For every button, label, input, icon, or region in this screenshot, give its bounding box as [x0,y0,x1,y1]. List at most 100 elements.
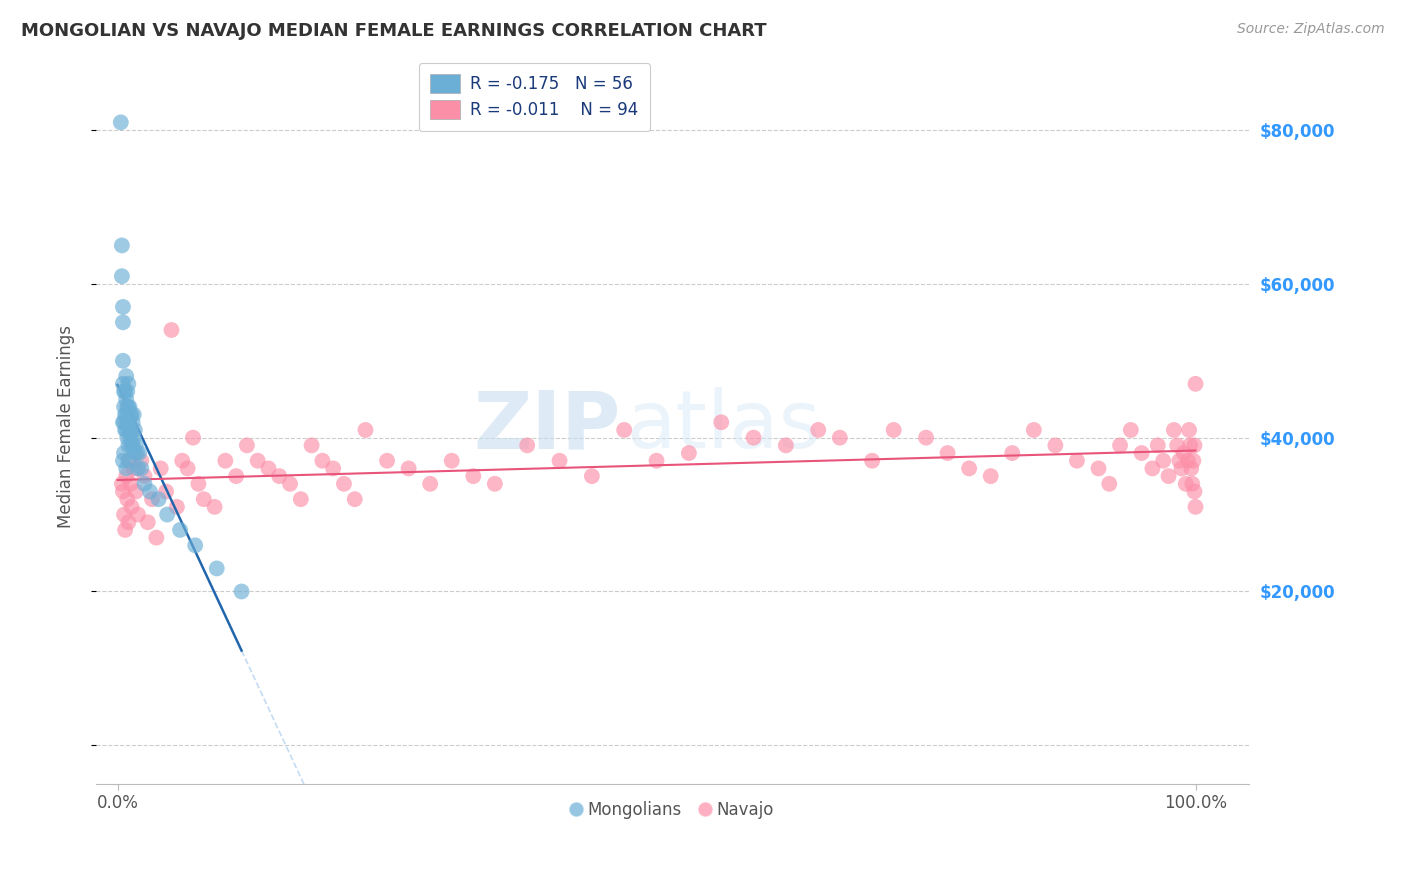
Point [127,461,149,475]
Point [169,523,191,537]
Point [118,400,141,414]
Point [111,484,134,499]
Point [1098,476,1121,491]
Point [117,438,139,452]
Point [111,315,134,329]
Point [1022,423,1045,437]
Point [205,561,228,575]
Point [236,438,259,452]
Point [172,454,194,468]
Y-axis label: Median Female Earnings: Median Female Earnings [58,325,75,528]
Point [1170,461,1192,475]
Point [112,384,135,399]
Text: MONGOLIAN VS NAVAJO MEDIAN FEMALE EARNINGS CORRELATION CHART: MONGOLIAN VS NAVAJO MEDIAN FEMALE EARNIN… [21,22,766,40]
Point [1184,484,1206,499]
Point [117,415,139,429]
Point [136,515,159,529]
Point [155,484,177,499]
Point [1178,423,1201,437]
Point [936,446,959,460]
Point [117,431,139,445]
Point [204,500,226,514]
Point [1152,454,1174,468]
Point [322,461,344,475]
Point [184,538,207,552]
Point [125,446,148,460]
Point [1109,438,1132,452]
Point [120,408,142,422]
Point [118,454,141,468]
Point [114,384,136,399]
Point [115,392,138,407]
Point [214,454,236,468]
Point [141,492,163,507]
Point [775,438,797,452]
Point [111,238,134,252]
Point [1184,376,1206,391]
Point [193,492,215,507]
Point [269,469,291,483]
Point [117,515,139,529]
Point [115,461,138,475]
Point [124,423,146,437]
Point [246,454,269,468]
Point [118,423,141,437]
Point [122,461,145,475]
Point [121,423,143,437]
Point [115,423,138,437]
Point [311,454,333,468]
Point [957,461,980,475]
Point [678,446,700,460]
Point [290,492,312,507]
Point [114,408,136,422]
Point [257,461,280,475]
Point [440,454,463,468]
Point [117,376,139,391]
Point [278,476,301,491]
Point [1174,476,1197,491]
Point [134,469,156,483]
Point [176,461,198,475]
Point [129,454,152,468]
Point [111,269,134,284]
Point [1119,423,1142,437]
Point [1177,454,1199,468]
Point [121,438,143,452]
Point [1066,454,1088,468]
Point [112,446,135,460]
Point [225,469,247,483]
Point [645,454,668,468]
Point [149,461,172,475]
Point [120,431,142,445]
Point [160,323,183,337]
Point [1130,446,1153,460]
Point [117,454,139,468]
Point [1001,446,1024,460]
Point [110,115,132,129]
Text: atlas: atlas [627,387,821,465]
Point [1180,461,1202,475]
Point [231,584,253,599]
Point [1184,438,1206,452]
Point [1182,454,1205,468]
Point [980,469,1002,483]
Point [114,423,136,437]
Point [127,508,149,522]
Point [181,431,204,445]
Point [128,446,150,460]
Point [115,369,138,384]
Point [121,408,143,422]
Point [828,431,851,445]
Point [121,438,143,452]
Point [117,492,139,507]
Point [807,423,830,437]
Point [1146,438,1168,452]
Point [112,400,135,414]
Point [122,431,145,445]
Point [112,415,135,429]
Point [1173,446,1195,460]
Point [111,353,134,368]
Point [121,415,143,429]
Point [419,476,441,491]
Point [124,446,146,460]
